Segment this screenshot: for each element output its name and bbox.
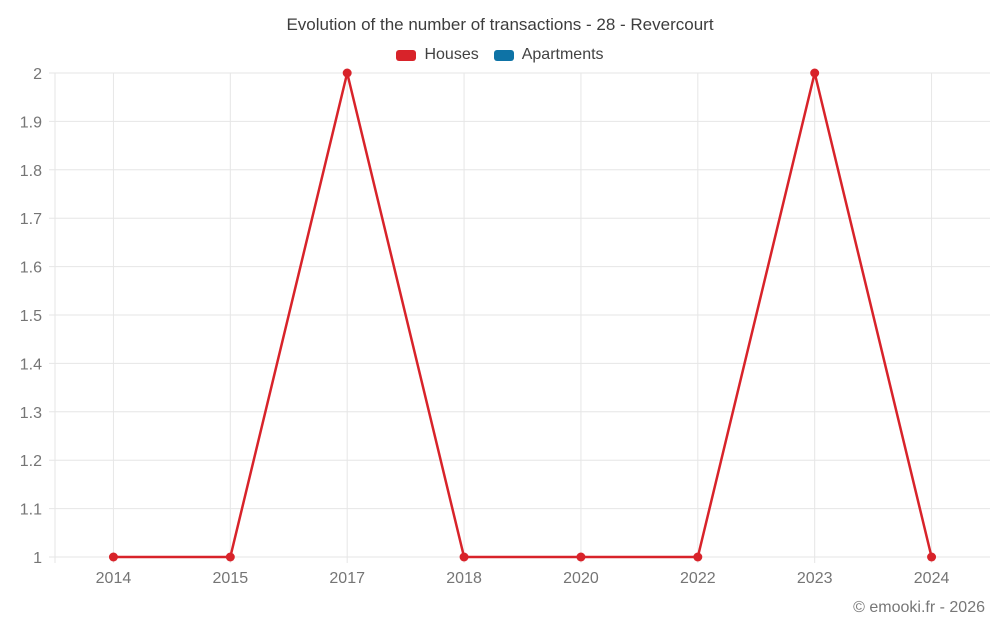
y-axis-tick-label: 1.1 bbox=[20, 502, 42, 519]
x-axis-tick-label: 2024 bbox=[914, 570, 950, 587]
houses-point-2022 bbox=[693, 552, 703, 562]
x-axis-tick-label: 2017 bbox=[329, 570, 365, 587]
copyright: © emooki.fr - 2026 bbox=[853, 599, 985, 616]
houses-point-2023 bbox=[810, 68, 820, 78]
x-axis-tick-label: 2023 bbox=[797, 570, 833, 587]
x-axis-tick-label: 2018 bbox=[446, 570, 482, 587]
y-axis-tick-label: 1.2 bbox=[20, 453, 42, 470]
chart-title: Evolution of the number of transactions … bbox=[286, 15, 714, 34]
y-axis-tick-label: 1.4 bbox=[20, 356, 42, 373]
y-axis-tick-label: 1 bbox=[33, 550, 42, 567]
y-axis-tick-label: 1.7 bbox=[20, 211, 42, 228]
legend-swatch-apartments bbox=[493, 49, 514, 61]
legend-item-apartments[interactable]: Apartments bbox=[493, 46, 604, 64]
houses-line bbox=[113, 71, 933, 559]
x-axis-tick-label: 2014 bbox=[96, 570, 132, 587]
x-axis-tick-label: 2022 bbox=[680, 570, 716, 587]
legend-label-houses: Houses bbox=[424, 46, 479, 63]
y-axis-tick-label: 1.6 bbox=[20, 260, 42, 277]
chart-legend: Houses Apartments bbox=[0, 46, 1000, 64]
y-axis-tick-label: 2 bbox=[33, 66, 42, 83]
houses-point-2017 bbox=[342, 68, 352, 78]
y-axis-tick-label: 1.3 bbox=[20, 405, 42, 422]
legend-item-houses[interactable]: Houses bbox=[396, 46, 479, 64]
x-axis-tick-label: 2015 bbox=[213, 570, 249, 587]
y-axis-tick-label: 1.5 bbox=[20, 308, 42, 325]
y-axis-tick-label: 1.8 bbox=[20, 163, 42, 180]
legend-swatch-houses bbox=[396, 49, 417, 61]
houses-point-2014 bbox=[108, 552, 118, 562]
y-axis-tick-label: 1.9 bbox=[20, 114, 42, 131]
houses-point-2015 bbox=[225, 552, 235, 562]
legend-label-apartments: Apartments bbox=[521, 46, 604, 63]
houses-point-2020 bbox=[576, 552, 586, 562]
x-axis-tick-label: 2020 bbox=[563, 570, 599, 587]
houses-point-2024 bbox=[927, 552, 937, 562]
houses-point-2018 bbox=[459, 552, 469, 562]
